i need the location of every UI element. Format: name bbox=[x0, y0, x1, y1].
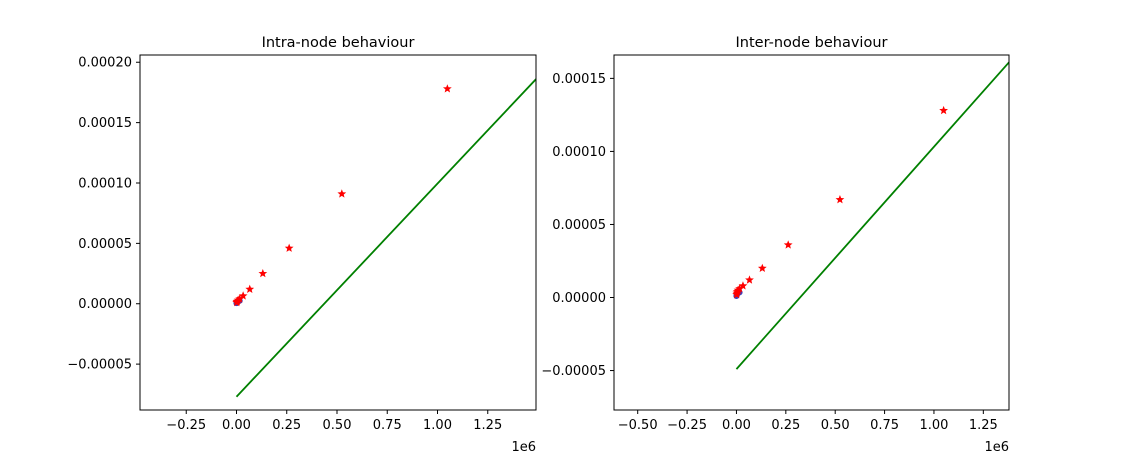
y-tick-label: 0.00000 bbox=[78, 297, 132, 312]
data-point-star bbox=[939, 105, 948, 115]
data-point-star bbox=[735, 284, 744, 293]
x-tick-label: 0.50 bbox=[323, 418, 352, 433]
data-point-star bbox=[757, 263, 767, 273]
x-tick-label: 1.25 bbox=[473, 418, 502, 433]
y-tick-label: 0.00015 bbox=[552, 72, 606, 87]
data-point-star bbox=[745, 275, 754, 284]
data-point-star bbox=[258, 268, 268, 278]
chart-inter-node: Inter-node behaviour −0.50 −0.25 0.00 0.25 0.… bbox=[541, 35, 1010, 455]
y-tick-label: 0.00020 bbox=[78, 56, 132, 71]
axes-frame bbox=[613, 54, 1010, 411]
plot-area bbox=[232, 78, 536, 398]
y-tick-label: −0.00005 bbox=[67, 358, 132, 373]
y-tick-label: 0.00010 bbox=[552, 145, 606, 160]
x-tick-label: 1.00 bbox=[919, 418, 948, 433]
x-tick-label: −0.25 bbox=[166, 418, 206, 433]
x-tick-label: 0.75 bbox=[373, 418, 402, 433]
fit-line bbox=[235, 78, 536, 398]
x-offset-label: 1e6 bbox=[984, 440, 1009, 455]
y-tick-label: 0.00015 bbox=[78, 116, 132, 131]
x-tick-label: 1.00 bbox=[423, 418, 452, 433]
x-tick-label: 0.50 bbox=[821, 418, 850, 433]
plot-area bbox=[732, 61, 1009, 370]
axes-frame bbox=[139, 54, 537, 411]
x-tick-label: 0.25 bbox=[771, 418, 800, 433]
y-tick-label: 0.00000 bbox=[552, 291, 606, 306]
y-tick-label: 0.00005 bbox=[78, 237, 132, 252]
x-tick-label: −0.50 bbox=[618, 418, 658, 433]
y-tick-label: 0.00005 bbox=[552, 218, 606, 233]
x-tick-label: 1.25 bbox=[969, 418, 998, 433]
data-point-star bbox=[442, 84, 452, 93]
data-point-star bbox=[738, 281, 748, 290]
x-tick-label: 0.00 bbox=[222, 418, 251, 433]
data-point-star bbox=[284, 243, 294, 252]
y-tick-label: 0.00010 bbox=[78, 176, 132, 191]
chart-title: Inter-node behaviour bbox=[736, 35, 888, 51]
data-point-star bbox=[337, 189, 347, 198]
y-tick-label: −0.00005 bbox=[541, 364, 606, 379]
data-point-star bbox=[245, 284, 255, 293]
chart-intra-node: Intra-node behaviour −0.25 0.00 0.25 0.50 0.7… bbox=[67, 35, 537, 455]
data-point-star bbox=[235, 294, 245, 303]
chart-title: Intra-node behaviour bbox=[262, 35, 415, 51]
x-tick-label: 0.00 bbox=[722, 418, 751, 433]
data-point-star bbox=[835, 195, 845, 204]
x-tick-label: 0.75 bbox=[870, 418, 899, 433]
data-point-star bbox=[783, 240, 793, 249]
x-offset-label: 1e6 bbox=[511, 440, 536, 455]
fit-line bbox=[735, 61, 1009, 370]
x-tick-label: −0.25 bbox=[667, 418, 707, 433]
data-point-star bbox=[238, 291, 248, 300]
x-tick-label: 0.25 bbox=[272, 418, 301, 433]
